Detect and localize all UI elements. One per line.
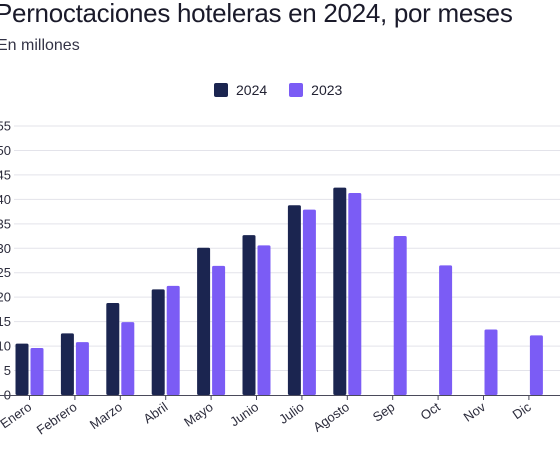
bar-2023-mayo bbox=[212, 265, 226, 395]
bar-2023-julio bbox=[302, 209, 316, 395]
bar-2023-enero bbox=[30, 348, 44, 395]
x-tick-label-enero: Enero bbox=[0, 399, 34, 431]
x-tick-label-febrero: Febrero bbox=[34, 399, 80, 437]
bar-2023-agosto bbox=[348, 193, 362, 395]
legend-swatch-2023 bbox=[289, 83, 304, 97]
x-tick-label-mayo: Mayo bbox=[181, 399, 216, 430]
bar-2023-junio bbox=[257, 245, 271, 395]
bar-2023-nov bbox=[484, 329, 498, 395]
y-tick-label-45: 45 bbox=[0, 167, 11, 182]
legend-item-2023: 2023 bbox=[289, 82, 342, 98]
x-tick-label-marzo: Marzo bbox=[87, 399, 125, 432]
legend-label-2023: 2023 bbox=[311, 82, 343, 98]
y-tick-label-30: 30 bbox=[0, 241, 11, 256]
legend-swatch-2024 bbox=[214, 83, 228, 97]
bar-2023-abril bbox=[166, 285, 180, 395]
y-tick-label-5: 5 bbox=[4, 363, 11, 378]
bar-2024-mayo bbox=[197, 247, 211, 395]
bar-2024-febrero bbox=[60, 333, 74, 395]
legend-label-2024: 2024 bbox=[236, 82, 268, 98]
y-tick-label-15: 15 bbox=[0, 314, 11, 329]
chart-title: Pernoctaciones hoteleras en 2024, por me… bbox=[0, 0, 513, 28]
y-tick-label-20: 20 bbox=[0, 290, 11, 305]
bar-2023-marzo bbox=[121, 322, 135, 395]
bar-2023-febrero bbox=[75, 342, 89, 395]
y-tick-label-55: 55 bbox=[0, 119, 11, 134]
legend: 2024 2023 bbox=[214, 82, 364, 98]
bars bbox=[15, 187, 543, 395]
bar-2023-dic bbox=[529, 335, 543, 395]
y-tick-label-50: 50 bbox=[0, 143, 11, 158]
y-tick-label-10: 10 bbox=[0, 339, 11, 354]
y-tick-label-35: 35 bbox=[0, 216, 11, 231]
bar-2024-agosto bbox=[333, 187, 347, 395]
x-tick-label-oct: Oct bbox=[418, 399, 443, 423]
bar-2023-sep bbox=[393, 236, 407, 395]
bar-2024-enero bbox=[15, 343, 29, 395]
y-tick-label-40: 40 bbox=[0, 192, 11, 207]
bar-2024-junio bbox=[242, 235, 256, 395]
bar-2023-oct bbox=[439, 265, 453, 395]
x-tick-label-agosto: Agosto bbox=[310, 399, 352, 435]
x-tick-label-nov: Nov bbox=[461, 399, 489, 425]
grid-lines bbox=[14, 125, 560, 372]
x-tick-label-dic: Dic bbox=[510, 399, 534, 422]
bar-2024-julio bbox=[287, 205, 301, 395]
bar-2024-marzo bbox=[106, 303, 120, 395]
chart-subtitle: En millones bbox=[0, 37, 80, 54]
x-tick-label-junio: Junio bbox=[227, 399, 261, 429]
bar-2024-abril bbox=[151, 289, 165, 395]
x-tick-label-julio: Julio bbox=[276, 399, 307, 427]
y-axis-ticks: 0510152025303540455055 bbox=[0, 119, 11, 403]
x-axis-ticks: Enero Febrero Marzo Abril Mayo Junio Julio Agos… bbox=[0, 395, 534, 438]
x-tick-label-abril: Abril bbox=[141, 399, 171, 426]
y-tick-label-25: 25 bbox=[0, 265, 11, 280]
x-tick-label-sep: Sep bbox=[370, 399, 398, 425]
legend-item-2024: 2024 bbox=[214, 82, 267, 98]
